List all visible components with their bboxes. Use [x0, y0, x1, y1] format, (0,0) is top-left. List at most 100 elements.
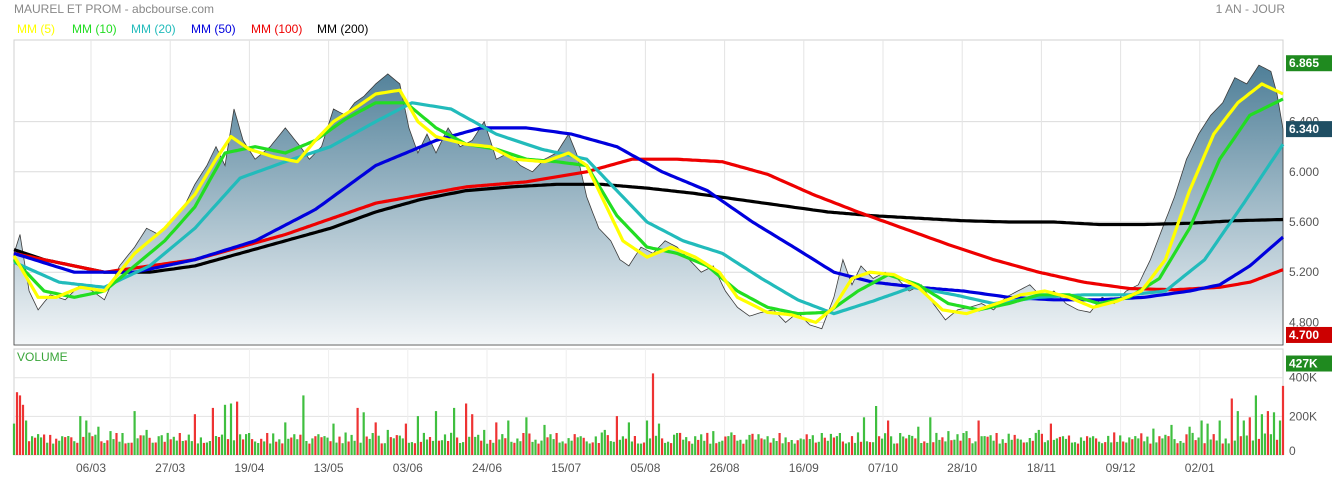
volume-bar — [311, 438, 314, 455]
volume-bar — [25, 420, 28, 455]
volume-bar — [184, 440, 187, 455]
volume-bar — [181, 441, 184, 455]
volume-tick-label: 200K — [1289, 409, 1317, 423]
volume-bar — [995, 433, 998, 455]
volume-bar — [965, 431, 968, 455]
volume-bar — [422, 432, 425, 455]
volume-bar — [97, 426, 100, 455]
volume-bar — [468, 436, 471, 455]
volume-bar — [718, 441, 721, 455]
volume-bar — [474, 436, 477, 455]
volume-bar — [920, 443, 923, 455]
volume-bar — [377, 435, 380, 455]
moving-average-lines — [12, 82, 1285, 324]
volume-bar — [1086, 436, 1089, 455]
volume-bar — [513, 442, 516, 455]
volume-bar — [881, 438, 884, 455]
price-tick-label: 6.000 — [1289, 165, 1319, 179]
volume-bar — [980, 436, 983, 455]
volume-bar — [1049, 423, 1052, 455]
volume-bar — [847, 442, 850, 455]
volume-bar — [805, 434, 808, 455]
volume-bar — [826, 440, 829, 455]
volume-bar — [516, 438, 519, 455]
volume-bar — [661, 438, 664, 455]
volume-bar — [296, 439, 299, 455]
mm5-line — [12, 82, 1284, 324]
volume-axis: 400K 200K 0 — [1289, 371, 1317, 458]
volume-bar — [103, 442, 106, 455]
volume-tag-bg — [1286, 355, 1332, 372]
volume-bar — [670, 443, 673, 455]
volume-bar — [588, 443, 591, 455]
volume-bar — [956, 434, 959, 455]
volume-bar — [1061, 436, 1065, 455]
volume-bar — [531, 441, 534, 455]
volume-bar — [109, 431, 112, 455]
volume-bar — [546, 437, 549, 455]
chart-period[interactable]: 1 AN - JOUR — [1215, 2, 1285, 16]
last-price-tag: 6.340 — [1289, 122, 1319, 136]
volume-bar — [314, 436, 317, 455]
volume-bar — [664, 442, 667, 455]
volume-bar — [929, 417, 932, 455]
volume-bar — [778, 433, 781, 455]
volume-bar — [208, 441, 211, 455]
volume-bar — [609, 441, 612, 455]
volume-bar — [269, 443, 272, 455]
x-tick-label: 06/03 — [76, 461, 106, 475]
volume-bar — [667, 441, 670, 455]
volume-bar — [525, 417, 528, 455]
volume-bar — [413, 443, 416, 455]
volume-bar — [962, 433, 965, 455]
volume-bar — [911, 435, 914, 455]
volume-bar — [1221, 443, 1224, 455]
volume-bar — [290, 437, 293, 455]
volume-bar — [561, 441, 564, 455]
legend-mm100: MM (100) — [251, 22, 302, 36]
legend-mm200: MM (200) — [317, 22, 368, 36]
volume-bar — [642, 442, 646, 455]
volume-bar — [151, 442, 154, 455]
volume-bar — [817, 441, 820, 455]
volume-bar — [284, 422, 287, 455]
volume-bar — [148, 437, 151, 455]
volume-bar — [624, 438, 627, 455]
volume-bar — [633, 436, 636, 455]
volume-bar — [567, 438, 570, 455]
volume-bar — [88, 432, 91, 455]
volume-bar — [217, 437, 221, 455]
volume-bar — [887, 420, 890, 455]
volume-bar — [232, 440, 236, 455]
volume-bar — [893, 443, 896, 455]
volume-bar — [519, 441, 522, 455]
volume-bar — [1275, 439, 1279, 455]
volume-bar — [347, 441, 350, 455]
volume-bar — [1122, 441, 1125, 455]
volume-bar — [163, 441, 166, 455]
volume-bar — [1016, 438, 1019, 455]
volume-bar — [974, 441, 977, 455]
volume-bar — [582, 437, 585, 455]
volume-bar — [1161, 438, 1164, 455]
volume-bar — [495, 422, 498, 455]
volume-bar — [865, 441, 869, 455]
volume-bar — [600, 432, 603, 455]
volume-bar — [190, 441, 193, 455]
volume-tick-label: 0 — [1289, 444, 1296, 458]
volume-bar — [1227, 443, 1230, 455]
volume-bar — [76, 442, 79, 455]
volume-bar — [534, 439, 537, 455]
volume-bar — [1095, 438, 1098, 455]
volume-bar — [202, 442, 205, 455]
volume-bar — [326, 437, 329, 455]
volume-bar — [1001, 439, 1004, 455]
volume-bar — [133, 411, 136, 455]
price-area — [13, 64, 1284, 346]
volume-bar — [914, 438, 917, 455]
volume-bar — [1125, 442, 1128, 455]
volume-bar — [989, 435, 992, 455]
volume-bar — [796, 440, 799, 455]
